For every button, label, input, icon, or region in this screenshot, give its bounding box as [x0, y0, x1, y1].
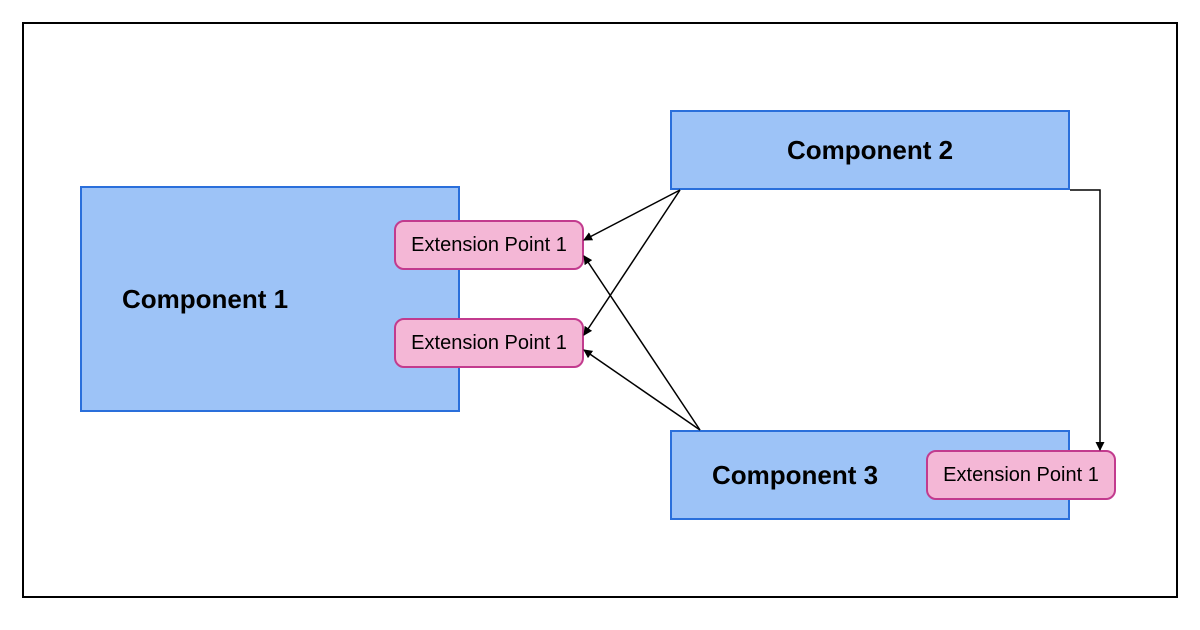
- extension-point-label: Extension Point 1: [411, 234, 567, 257]
- component-label: Component 2: [787, 135, 953, 166]
- extension-point-box: Extension Point 1: [394, 220, 584, 270]
- extension-point-box: Extension Point 1: [926, 450, 1116, 500]
- component-label: Component 3: [712, 460, 878, 491]
- extension-point-label: Extension Point 1: [411, 332, 567, 355]
- component-label: Component 1: [122, 284, 288, 315]
- component-box: Component 2: [670, 110, 1070, 190]
- extension-point-label: Extension Point 1: [943, 464, 1099, 487]
- extension-point-box: Extension Point 1: [394, 318, 584, 368]
